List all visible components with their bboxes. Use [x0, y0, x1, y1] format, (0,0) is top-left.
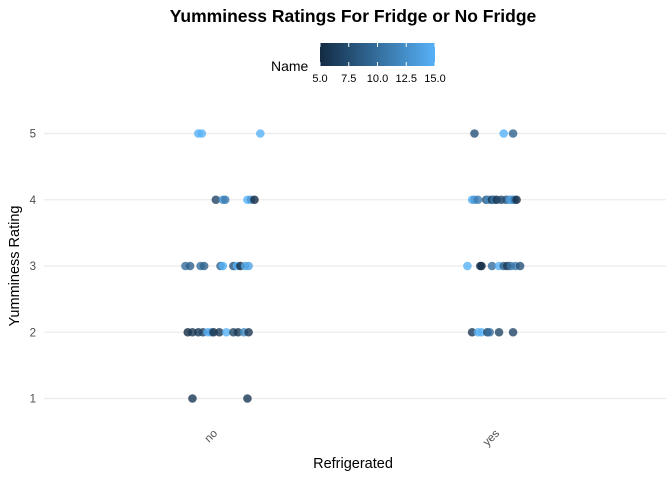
legend-tick-label: 5.0 — [312, 73, 327, 85]
data-point — [256, 129, 265, 138]
legend-tick-label: 7.5 — [341, 73, 356, 85]
y-tick-label: 2 — [30, 327, 36, 339]
x-tick-label: no — [203, 428, 221, 446]
y-tick-label: 1 — [30, 394, 36, 406]
data-point — [487, 261, 497, 271]
grid — [44, 132, 666, 400]
data-point — [508, 129, 518, 138]
data-point — [220, 195, 230, 205]
x-tick-label: yes — [481, 427, 502, 448]
data-points — [181, 129, 525, 403]
legend-tick-label: 15.0 — [424, 73, 445, 85]
data-point — [473, 195, 483, 205]
legend-colorbar — [320, 43, 435, 66]
data-point — [485, 327, 494, 337]
data-point — [508, 327, 518, 337]
y-tick-label: 4 — [30, 195, 37, 207]
data-point — [243, 394, 252, 403]
y-tick-label: 3 — [30, 261, 36, 273]
y-axis-ticks: 1 2 3 4 5 — [30, 129, 37, 406]
chart-title: Yumminess Ratings For Fridge or No Fridg… — [170, 6, 537, 26]
y-axis-label: Yumminess Rating — [7, 206, 23, 327]
x-axis-ticks: no yes — [203, 427, 503, 448]
data-point — [215, 327, 224, 337]
data-point — [197, 129, 207, 138]
legend-title: Name — [271, 58, 309, 74]
data-point — [470, 129, 479, 138]
data-point — [244, 327, 253, 337]
data-point — [463, 261, 472, 271]
legend: Name 5.0 7.5 10.0 12.5 15.0 — [271, 43, 446, 85]
data-point — [199, 261, 209, 271]
data-point — [250, 195, 259, 205]
data-point — [512, 195, 521, 205]
data-point — [515, 261, 525, 271]
x-axis-label: Refrigerated — [313, 456, 393, 472]
data-point — [185, 261, 195, 271]
data-point — [477, 261, 486, 271]
data-point — [222, 327, 231, 337]
y-tick-label: 5 — [30, 129, 36, 141]
legend-tick-label: 12.5 — [396, 73, 417, 85]
legend-ticks: 5.0 7.5 10.0 12.5 15.0 — [312, 43, 446, 85]
data-point — [211, 195, 221, 205]
data-point — [244, 261, 253, 271]
data-point — [494, 327, 504, 337]
legend-tick-label: 10.0 — [367, 73, 388, 85]
data-point — [499, 129, 509, 138]
data-point — [218, 261, 228, 271]
data-point — [188, 394, 197, 403]
